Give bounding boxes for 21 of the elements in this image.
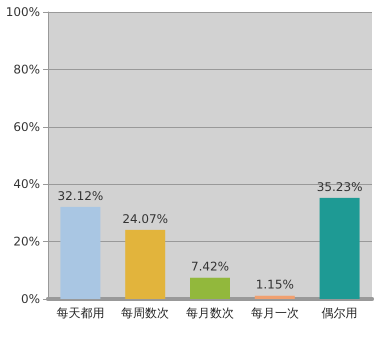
- x-tick-label: 偶尔用: [322, 306, 358, 320]
- y-tick-label: 100%: [6, 5, 40, 19]
- x-tick-label: 每月数次: [186, 306, 234, 320]
- bar: [190, 278, 230, 299]
- data-label: 32.12%: [58, 188, 104, 203]
- y-tick-label: 80%: [13, 62, 40, 76]
- x-tick-label: 每天都用: [56, 306, 104, 320]
- data-label: 1.15%: [256, 278, 294, 292]
- data-label: 24.07%: [122, 212, 168, 226]
- data-label: 35.23%: [316, 180, 362, 194]
- bar: [320, 198, 360, 299]
- y-tick-label: 40%: [13, 177, 40, 192]
- y-tick-label: 60%: [13, 120, 40, 134]
- y-tick-label: 20%: [13, 234, 40, 249]
- x-tick-label: 每周数次: [121, 306, 170, 320]
- bar: [125, 230, 166, 299]
- y-tick-label: 0%: [20, 292, 40, 306]
- data-label: 7.42%: [190, 260, 230, 274]
- bar: [60, 206, 100, 299]
- x-tick-label: 每月一次: [250, 306, 299, 320]
- bar: [254, 296, 295, 299]
